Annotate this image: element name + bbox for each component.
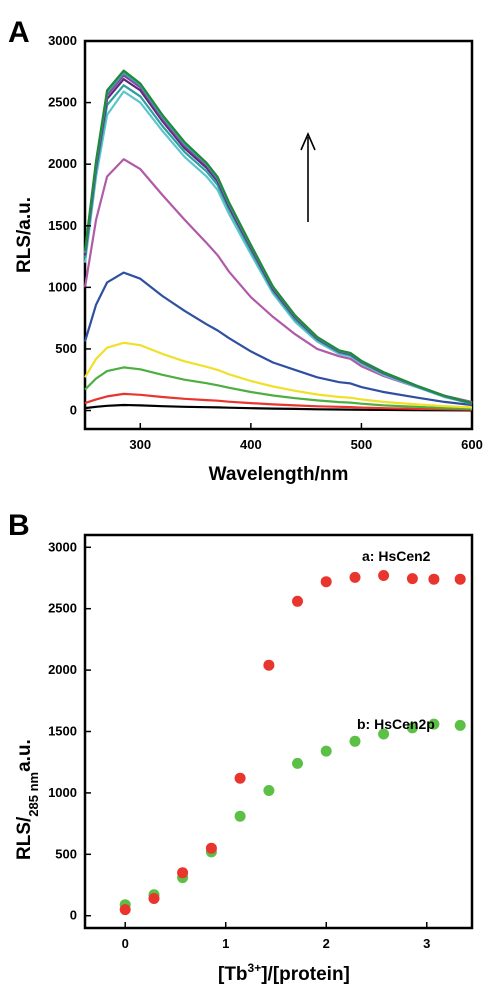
- panel-b-point-hscen2: [454, 573, 466, 585]
- panel-a-xlabel: Wavelength/nm: [209, 464, 349, 485]
- panel-b-point-hscen2: [205, 842, 217, 854]
- panel-a-ytick-label: 1000: [48, 279, 77, 294]
- panel-b-letter: B: [8, 509, 30, 542]
- panel-b-point-hscen2: [263, 659, 275, 671]
- panel-a-series-line-12: [83, 69, 473, 405]
- panel-a-series-line-6: [83, 158, 473, 403]
- panel-b-point-hscen2: [148, 893, 160, 904]
- panel-a-xtick-label: 400: [240, 437, 262, 452]
- panel-a-ytick-label: 2000: [48, 156, 77, 171]
- panel-b-ytick-label: 2000: [48, 662, 77, 677]
- panel-b-xtick-label: 2: [323, 936, 330, 951]
- panel-b-ytick-label: 3000: [48, 539, 77, 554]
- panel-a-series-line-7: [83, 90, 473, 405]
- panel-a-xtick-label: 500: [351, 437, 373, 452]
- panel-b-ytick-label: 500: [55, 846, 77, 861]
- panel-b-ticks: 0 500 1000 1500 2000 2500 3000 0 1 2 3: [48, 539, 430, 951]
- panel-a-letter: A: [8, 16, 30, 49]
- panel-a-xtick-label: 600: [461, 437, 483, 452]
- panel-a-series-line-2: [84, 392, 473, 411]
- panel-b-point-hscen2: [292, 595, 303, 607]
- panel-a-lines: [83, 69, 473, 412]
- panel-a-chart: 0 500 1000 1500 2000 2500 3000 300 400 500 600 Wav…: [14, 33, 483, 485]
- panel-b-point-hscen2: [119, 904, 131, 916]
- panel-b-point-hscen2: [428, 573, 440, 585]
- series-label-hscen2p: b: HsCen2p: [357, 716, 435, 732]
- panel-a-series-line-10: [83, 74, 473, 405]
- panel-a-xtick-label: 300: [129, 437, 151, 452]
- panel-a-series-line-9: [83, 78, 473, 405]
- panel-b-xtick-label: 3: [423, 936, 430, 951]
- up-arrow-icon: [300, 132, 316, 222]
- panel-b-xtick-label: 0: [122, 936, 129, 951]
- panel-a-ytick-label: 0: [70, 403, 77, 418]
- panel-a-series-line-4: [84, 341, 473, 409]
- panel-a-series-line-11: [83, 71, 473, 405]
- panel-a-series-line-3: [84, 366, 473, 410]
- panel-b-point-hscen2p: [378, 728, 390, 740]
- panel-b-chart: 0 500 1000 1500 2000 2500 3000 0 1 2 3 a: HsCen2 b…: [14, 533, 474, 985]
- panel-b-point-hscen2: [349, 571, 361, 583]
- panel-b-point-hscen2p: [234, 810, 246, 822]
- panel-b-point-hscen2: [234, 772, 246, 784]
- panel-b-point-hscen2p: [428, 718, 440, 730]
- panel-b-point-hscen2: [406, 573, 418, 585]
- panel-b-points: [119, 570, 466, 916]
- panel-a-ytick-label: 1500: [48, 218, 77, 233]
- panel-b-point-hscen2p: [349, 735, 361, 747]
- panel-b-ylabel: RLS/285 nma.u.: [14, 739, 41, 860]
- panel-b-point-hscen2p: [263, 785, 275, 796]
- panel-b-ytick-label: 1000: [48, 785, 77, 800]
- panel-b-point-hscen2p: [406, 722, 418, 734]
- panel-b-point-hscen2p: [320, 745, 332, 757]
- panel-a-ytick-label: 2500: [48, 95, 77, 110]
- panel-b-ytick-label: 1500: [48, 724, 77, 739]
- panel-a-ytick-label: 500: [55, 341, 77, 356]
- panel-a-series-line-5: [83, 271, 473, 407]
- panel-b-point-hscen2: [320, 576, 332, 588]
- panel-b-point-hscen2p: [454, 719, 466, 731]
- panel-b-point-hscen2p: [292, 757, 303, 769]
- panel-b-ytick-label: 2500: [48, 601, 77, 616]
- panel-a-ylabel: RLS/a.u.: [14, 197, 35, 273]
- panel-a-ticks: 0 500 1000 1500 2000 2500 3000 300 400 500 600: [48, 33, 483, 452]
- panel-a-series-line-1: [84, 403, 473, 412]
- panel-a-ytick-label: 3000: [48, 33, 77, 48]
- panel-b-point-hscen2: [378, 570, 390, 581]
- panel-b-xlabel: [Tb3+]/[protein]: [218, 961, 350, 985]
- panel-a-frame: [83, 39, 474, 431]
- panel-b-ytick-label: 0: [70, 908, 77, 923]
- panel-b-xtick-label: 1: [222, 936, 229, 951]
- series-label-hscen2: a: HsCen2: [362, 548, 431, 564]
- panel-b-point-hscen2: [177, 867, 189, 879]
- panel-a-series-line-8: [83, 84, 473, 405]
